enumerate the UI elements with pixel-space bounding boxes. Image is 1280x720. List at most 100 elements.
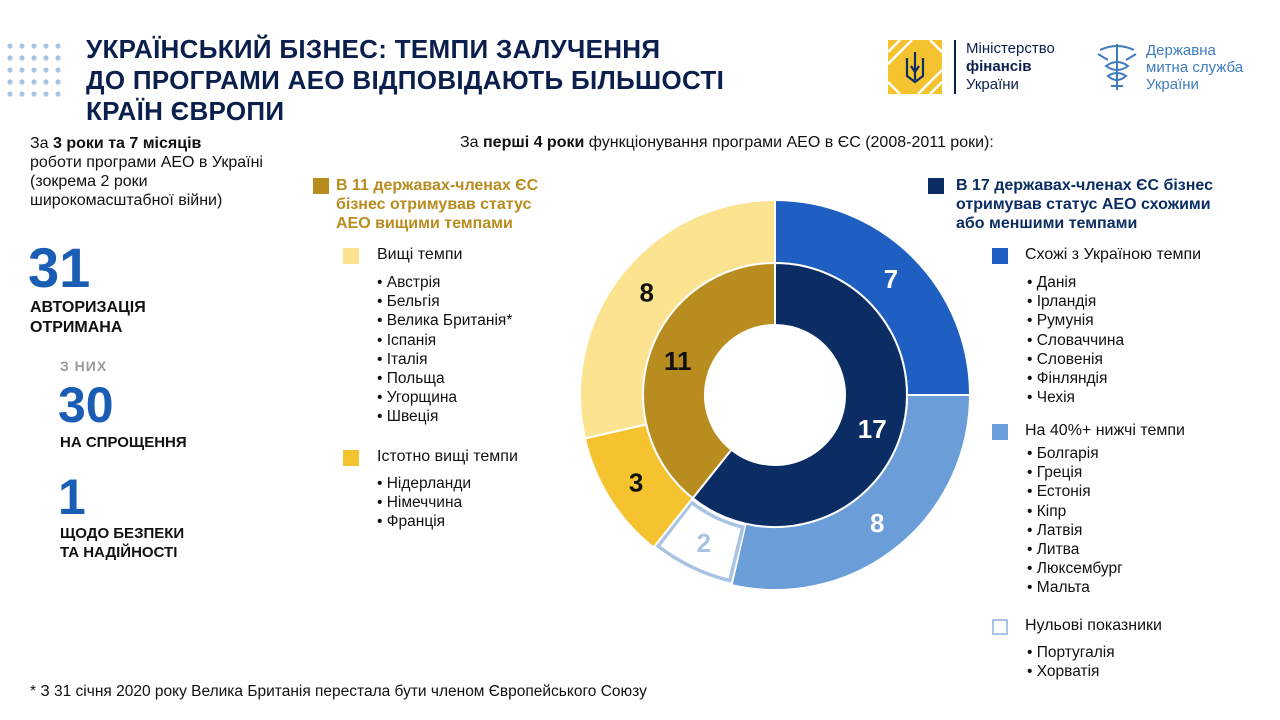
similar-heading-line-1: В 17 державах-членах ЄС бізнес [956, 177, 1214, 194]
country-item: • Фінляндія [1027, 370, 1108, 388]
footnote: * З 31 січня 2020 року Велика Британія п… [30, 683, 647, 700]
ministry-line-3: України [966, 76, 1019, 93]
outer-slice-label-1: 8 [870, 508, 884, 538]
country-item: • Данія [1027, 274, 1077, 291]
country-item: • Чехія [1027, 389, 1075, 407]
higher-rates-country-list: • Австрія • Бельгія • Велика Британія* •… [377, 273, 512, 427]
country-item: • Австрія [377, 274, 441, 291]
page-title: УКРАЇНСЬКИЙ БІЗНЕС: ТЕМПИ ЗАЛУЧЕННЯ ДО П… [86, 34, 724, 127]
total-label-line-1: АВТОРИЗАЦІЯ [30, 299, 146, 316]
ministry-line-2: фінансів [966, 58, 1032, 75]
similar-heading-line-3: або меншими темпами [956, 215, 1138, 232]
country-item: • Кіпр [1027, 502, 1067, 520]
outer-slice-label-0: 7 [884, 264, 898, 294]
intro-prefix: За [30, 135, 54, 152]
country-item: • Ірландія [1027, 293, 1097, 311]
total-authorizations-label: АВТОРИЗАЦІЯ ОТРИМАНА [30, 298, 146, 338]
ministry-name: Міністерство фінансів України [966, 40, 1055, 94]
simplification-label: НА СПРОЩЕННЯ [60, 434, 187, 451]
intro-period: 3 роки та 7 місяців [53, 135, 202, 152]
country-item: • Естонія [1027, 483, 1091, 501]
country-item: • Німеччина [377, 494, 463, 512]
inner-slice-label-1: 11 [664, 346, 692, 376]
legend-much-higher-rates-swatch [343, 450, 359, 466]
country-item: • Латвія [1027, 521, 1083, 539]
outer-slice-label-4: 8 [640, 278, 654, 308]
similar-rates-country-list: • Данія • Ірландія • Румунія • Словаччин… [1027, 273, 1124, 407]
inner-slice-label-0: 17 [858, 414, 887, 444]
legend-similar-lower-group-swatch [928, 178, 944, 194]
lower-rates-country-list: • Болгарія • Греція • Естонія • Кіпр • Л… [1027, 444, 1123, 598]
legend-higher-rates-swatch [343, 248, 359, 264]
inner-slice-0 [691, 261, 908, 528]
ministry-line-1: Міністерство [966, 40, 1055, 57]
caption-prefix: За [460, 134, 484, 151]
country-item: • Румунія [1027, 312, 1094, 330]
decorative-dots [7, 43, 61, 97]
country-item: • Швеція [377, 408, 439, 426]
higher-heading-line-2: бізнес отримував статус [336, 196, 532, 213]
country-item: • Польща [377, 370, 445, 388]
ministry-logo-separator [954, 40, 956, 94]
caption-rest: функціонування програми АЕО в ЄС (2008-2… [584, 134, 994, 151]
country-item: • Іспанія [377, 331, 437, 349]
safety-label-line-1: ЩОДО БЕЗПЕКИ [60, 525, 185, 542]
safety-security-value: 1 [58, 469, 86, 525]
similar-lower-group-heading: В 17 державах-членах ЄС бізнес отримував… [956, 176, 1213, 233]
country-item: • Словаччина [1027, 331, 1125, 349]
country-item: • Литва [1027, 541, 1080, 559]
country-item: • Нідерланди [377, 475, 472, 492]
customs-line-1: Державна [1146, 42, 1216, 59]
total-label-line-2: ОТРИМАНА [30, 319, 123, 336]
similar-heading-line-2: отримував статус АЕО схожими [956, 196, 1211, 213]
country-item: • Мальта [1027, 579, 1090, 597]
safety-label-line-2: ТА НАДІЙНОСТІ [60, 544, 178, 561]
customs-line-3: України [1146, 76, 1199, 93]
legend-higher-group-swatch [313, 178, 329, 194]
country-item: • Італія [377, 350, 428, 368]
legend-similar-rates-swatch [992, 248, 1008, 264]
country-item: • Словенія [1027, 350, 1103, 368]
aeo-nested-donut-chart: 7 8 2 3 8 17 11 [579, 200, 972, 591]
safety-security-label: ЩОДО БЕЗПЕКИ ТА НАДІЙНОСТІ [60, 524, 184, 562]
customs-service-name: Державна митна служба України [1146, 42, 1243, 93]
country-item: • Велика Британія* [377, 312, 513, 330]
title-line-1: УКРАЇНСЬКИЙ БІЗНЕС: ТЕМПИ ЗАЛУЧЕННЯ [86, 34, 661, 64]
higher-heading-line-1: В 11 державах-членах ЄС [336, 177, 539, 194]
country-item: • Бельгія [377, 293, 440, 311]
of-them-label: З НИХ [60, 358, 108, 374]
legend-higher-rates-label: Вищі темпи [377, 246, 463, 263]
zero-country-list: • Португалія • Хорватія [1027, 643, 1115, 681]
legend-lower-rates-label: На 40%+ нижчі темпи [1025, 422, 1185, 439]
simplification-value: 30 [58, 377, 114, 433]
caption-bold: перші 4 роки [483, 134, 585, 151]
outer-slice-2 [655, 500, 745, 583]
ukraine-intro-text: За 3 роки та 7 місяців роботи програми АЕ… [30, 134, 290, 210]
inner-slice-1 [642, 261, 776, 500]
country-item: • Болгарія [1027, 445, 1099, 462]
customs-line-2: митна служба [1146, 59, 1244, 76]
legend-zero-label: Нульові показники [1025, 617, 1162, 634]
customs-service-logo-icon [1097, 44, 1137, 90]
country-item: • Хорватія [1027, 663, 1100, 681]
outer-slice-label-3: 3 [629, 467, 643, 497]
title-line-3: КРАЇН ЄВРОПИ [86, 96, 285, 126]
country-item: • Португалія [1027, 644, 1115, 661]
ministry-finance-logo-icon [888, 40, 942, 94]
legend-zero-swatch [992, 619, 1008, 635]
chart-caption: За перші 4 роки функціонування програми … [460, 134, 994, 152]
legend-similar-rates-label: Схожі з Україною темпи [1025, 246, 1202, 263]
country-item: • Греція [1027, 464, 1083, 482]
title-line-2: ДО ПРОГРАМИ АЕО ВІДПОВІДАЮТЬ БІЛЬШОСТІ [86, 65, 725, 95]
country-item: • Франція [377, 513, 446, 531]
much-higher-rates-country-list: • Нідерланди • Німеччина • Франція [377, 474, 471, 532]
country-item: • Угорщина [377, 389, 458, 407]
legend-lower-rates-swatch [992, 424, 1008, 440]
total-authorizations-value: 31 [28, 236, 91, 299]
legend-much-higher-rates-label: Істотно вищі темпи [377, 448, 518, 465]
intro-rest: роботи програми АЕО в Україні (зокрема 2… [30, 154, 263, 209]
country-item: • Люксембург [1027, 560, 1123, 578]
outer-slice-label-2: 2 [697, 528, 711, 558]
higher-group-heading: В 11 державах-членах ЄС бізнес отримував… [336, 176, 538, 233]
higher-heading-line-3: АЕО вищими темпами [336, 215, 513, 232]
